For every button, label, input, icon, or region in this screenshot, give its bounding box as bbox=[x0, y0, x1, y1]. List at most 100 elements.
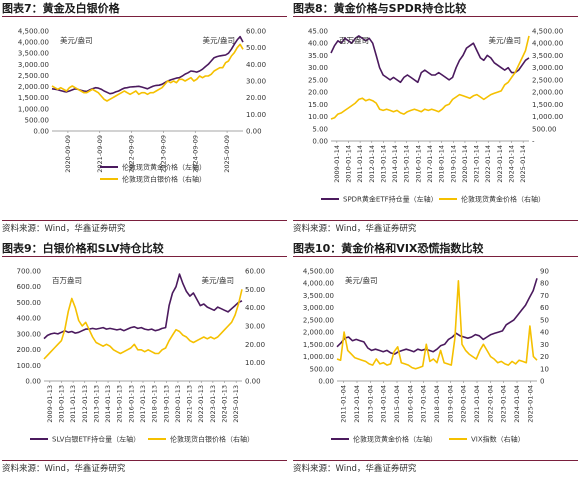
x-tick-label: 2012-01-14 bbox=[368, 145, 376, 183]
y-right-tick-label: 90 bbox=[540, 268, 549, 276]
right-unit-label: 美元/盎司 bbox=[202, 35, 235, 45]
y-right-tick-label: 60 bbox=[540, 304, 549, 312]
x-tick-label: 2012-01-13 bbox=[81, 385, 89, 423]
y-left-tick-label: 2,000.00 bbox=[303, 329, 334, 337]
chart-gold-silver: 0.00 500.00 1,000.00 1,500.00 2,000.00 2,500.… bbox=[18, 28, 266, 184]
y-right-tick-label: 20 bbox=[540, 353, 549, 361]
x-tick-label: 2009-01-14 bbox=[333, 145, 341, 183]
x-tick-label: 2023-01-14 bbox=[496, 145, 504, 183]
y-left-tick-label: 500.00 bbox=[310, 365, 335, 373]
x-tick-label: 2020-01-13 bbox=[174, 385, 182, 423]
y-left-tick-label: 30.00 bbox=[308, 64, 328, 72]
y-right-tick-label: 30 bbox=[540, 341, 549, 349]
legend-label: 伦敦现货黄金价格（左轴） bbox=[353, 435, 437, 444]
x-tick-label: 2014-01-13 bbox=[104, 385, 112, 423]
y-right-tick-label: 60.00 bbox=[245, 268, 265, 276]
y-right-tick-label: 0.00 bbox=[245, 378, 261, 386]
legend-label: 伦敦现货白银价格（右轴） bbox=[170, 435, 254, 444]
x-tick-label: 2017-01-04 bbox=[420, 385, 428, 423]
y-right-tick-label: 10.00 bbox=[246, 111, 266, 119]
right-unit-label: 美元/盎司 bbox=[488, 35, 521, 45]
left-unit-label: 百万盎司 bbox=[339, 35, 369, 45]
y-right-tick-label: 40 bbox=[540, 329, 549, 337]
y-right-tick-label: 40.00 bbox=[246, 61, 266, 69]
x-tick-label: 2022-01-14 bbox=[484, 145, 492, 183]
y-left-tick-label: 500.00 bbox=[17, 299, 42, 307]
source-note: 资料来源：Wind，华鑫证券研究 bbox=[293, 460, 578, 477]
chart-silver-slv: 0.00 100.00 200.00 300.00 400.00 500.00 600.00… bbox=[17, 268, 266, 444]
y-left-tick-label: 300.00 bbox=[17, 330, 42, 338]
y-left-tick-label: 1,000.00 bbox=[303, 353, 334, 361]
y-right-tick-label: 2,500.00 bbox=[532, 76, 563, 84]
y-left-tick-label: 15.00 bbox=[308, 101, 328, 109]
y-right-tick-label: 30.00 bbox=[246, 78, 266, 86]
y-right-tick-label: 50.00 bbox=[245, 286, 265, 294]
legend-label: VIX指数（右轴） bbox=[471, 435, 525, 444]
x-tick-label: 2022-09-09 bbox=[128, 135, 136, 173]
series-line-primary bbox=[330, 35, 530, 84]
legend-label: SPDR黄金ETF持仓量（左轴） bbox=[343, 195, 438, 204]
y-right-tick-label: 20.00 bbox=[246, 94, 266, 102]
y-left-tick-label: 2,500.00 bbox=[303, 316, 334, 324]
x-tick-label: 2015-01-04 bbox=[393, 385, 401, 423]
y-right-tick-label: 80 bbox=[540, 280, 549, 288]
y-right-tick-label: 1,500.00 bbox=[532, 101, 563, 109]
x-tick-label: 2023-09-09 bbox=[159, 135, 167, 173]
panel-gold-vix: 图表10：黄金价格和VIX恐慌指数比较 0.00 500.00 1,000.00 1,… bbox=[291, 240, 582, 480]
y-left-tick-label: 0.00 bbox=[25, 378, 41, 386]
x-tick-label: 2021-01-13 bbox=[186, 385, 194, 423]
x-tick-label: 2018-01-04 bbox=[433, 385, 441, 423]
y-left-tick-label: 500.00 bbox=[25, 116, 50, 124]
y-right-tick-label: 500.00 bbox=[532, 125, 557, 133]
x-tick-label: 2016-01-13 bbox=[127, 385, 135, 423]
y-left-tick-label: 45.00 bbox=[308, 28, 328, 36]
series-line-secondary bbox=[43, 289, 243, 360]
y-left-tick-label: 1,500.00 bbox=[18, 94, 49, 102]
y-left-tick-label: 4,500.00 bbox=[303, 268, 334, 276]
x-tick-label: 2024-09-09 bbox=[191, 135, 199, 173]
x-tick-label: 2011-01-13 bbox=[69, 385, 77, 423]
y-left-tick-label: 25.00 bbox=[308, 76, 328, 84]
x-tick-label: 2009-01-13 bbox=[46, 385, 54, 423]
y-left-tick-label: 2,500.00 bbox=[18, 72, 49, 80]
y-left-tick-label: 100.00 bbox=[17, 362, 42, 370]
y-left-tick-label: 10.00 bbox=[308, 113, 328, 121]
y-right-tick-label: 10.00 bbox=[245, 359, 265, 367]
x-tick-label: 2021-09-09 bbox=[96, 135, 104, 173]
left-unit-label: 百万盎司 bbox=[52, 275, 82, 285]
y-left-tick-label: 4,500.00 bbox=[18, 28, 49, 36]
panel-title: 图表8：黄金价格与SPDR持仓比较 bbox=[293, 2, 467, 15]
y-right-tick-label: 20.00 bbox=[245, 341, 265, 349]
x-tick-label: 2022-01-13 bbox=[197, 385, 205, 423]
y-right-tick-label: 4,500.00 bbox=[532, 28, 563, 36]
x-tick-label: 2015-01-13 bbox=[116, 385, 124, 423]
x-tick-label: 2019-01-13 bbox=[162, 385, 170, 423]
x-tick-label: 2017-01-13 bbox=[139, 385, 147, 423]
source-note: 资料来源：Wind，华鑫证券研究 bbox=[2, 220, 287, 237]
y-left-tick-label: 3,000.00 bbox=[18, 61, 49, 69]
panel-silver-slv: 图表9：白银价格和SLV持仓比较 0.00 100.00 200.00 300.00 4… bbox=[0, 240, 291, 480]
x-tick-label: 2019-01-14 bbox=[449, 145, 457, 183]
x-tick-label: 2021-01-04 bbox=[473, 385, 481, 423]
y-right-tick-label: 3,000.00 bbox=[532, 64, 563, 72]
y-left-tick-label: 1,000.00 bbox=[18, 105, 49, 113]
x-tick-label: 2024-01-04 bbox=[513, 385, 521, 423]
legend-label: 伦敦现货黄金价格（右轴） bbox=[461, 195, 545, 204]
x-tick-label: 2020-01-04 bbox=[460, 385, 468, 423]
panel-gold-spdr: 图表8：黄金价格与SPDR持仓比较 0.00 5.00 10.00 15.00 20.0… bbox=[291, 0, 582, 240]
y-right-tick-label: 30.00 bbox=[245, 323, 265, 331]
series-line-secondary bbox=[336, 279, 538, 370]
title-rule bbox=[293, 256, 578, 257]
y-right-tick-label: 4,000.00 bbox=[532, 40, 563, 48]
x-tick-label: 2014-01-04 bbox=[380, 385, 388, 423]
y-left-tick-label: 5.00 bbox=[312, 125, 328, 133]
title-rule bbox=[2, 256, 287, 257]
y-right-tick-label: - bbox=[532, 138, 535, 146]
y-left-tick-label: 3,500.00 bbox=[18, 50, 49, 58]
y-left-tick-label: 2,000.00 bbox=[18, 83, 49, 91]
left-unit-label: 美元/盎司 bbox=[60, 35, 93, 45]
title-rule bbox=[2, 16, 287, 17]
x-tick-label: 2013-01-04 bbox=[366, 385, 374, 423]
y-left-tick-label: 0.00 bbox=[33, 128, 49, 136]
x-tick-label: 2019-01-04 bbox=[446, 385, 454, 423]
